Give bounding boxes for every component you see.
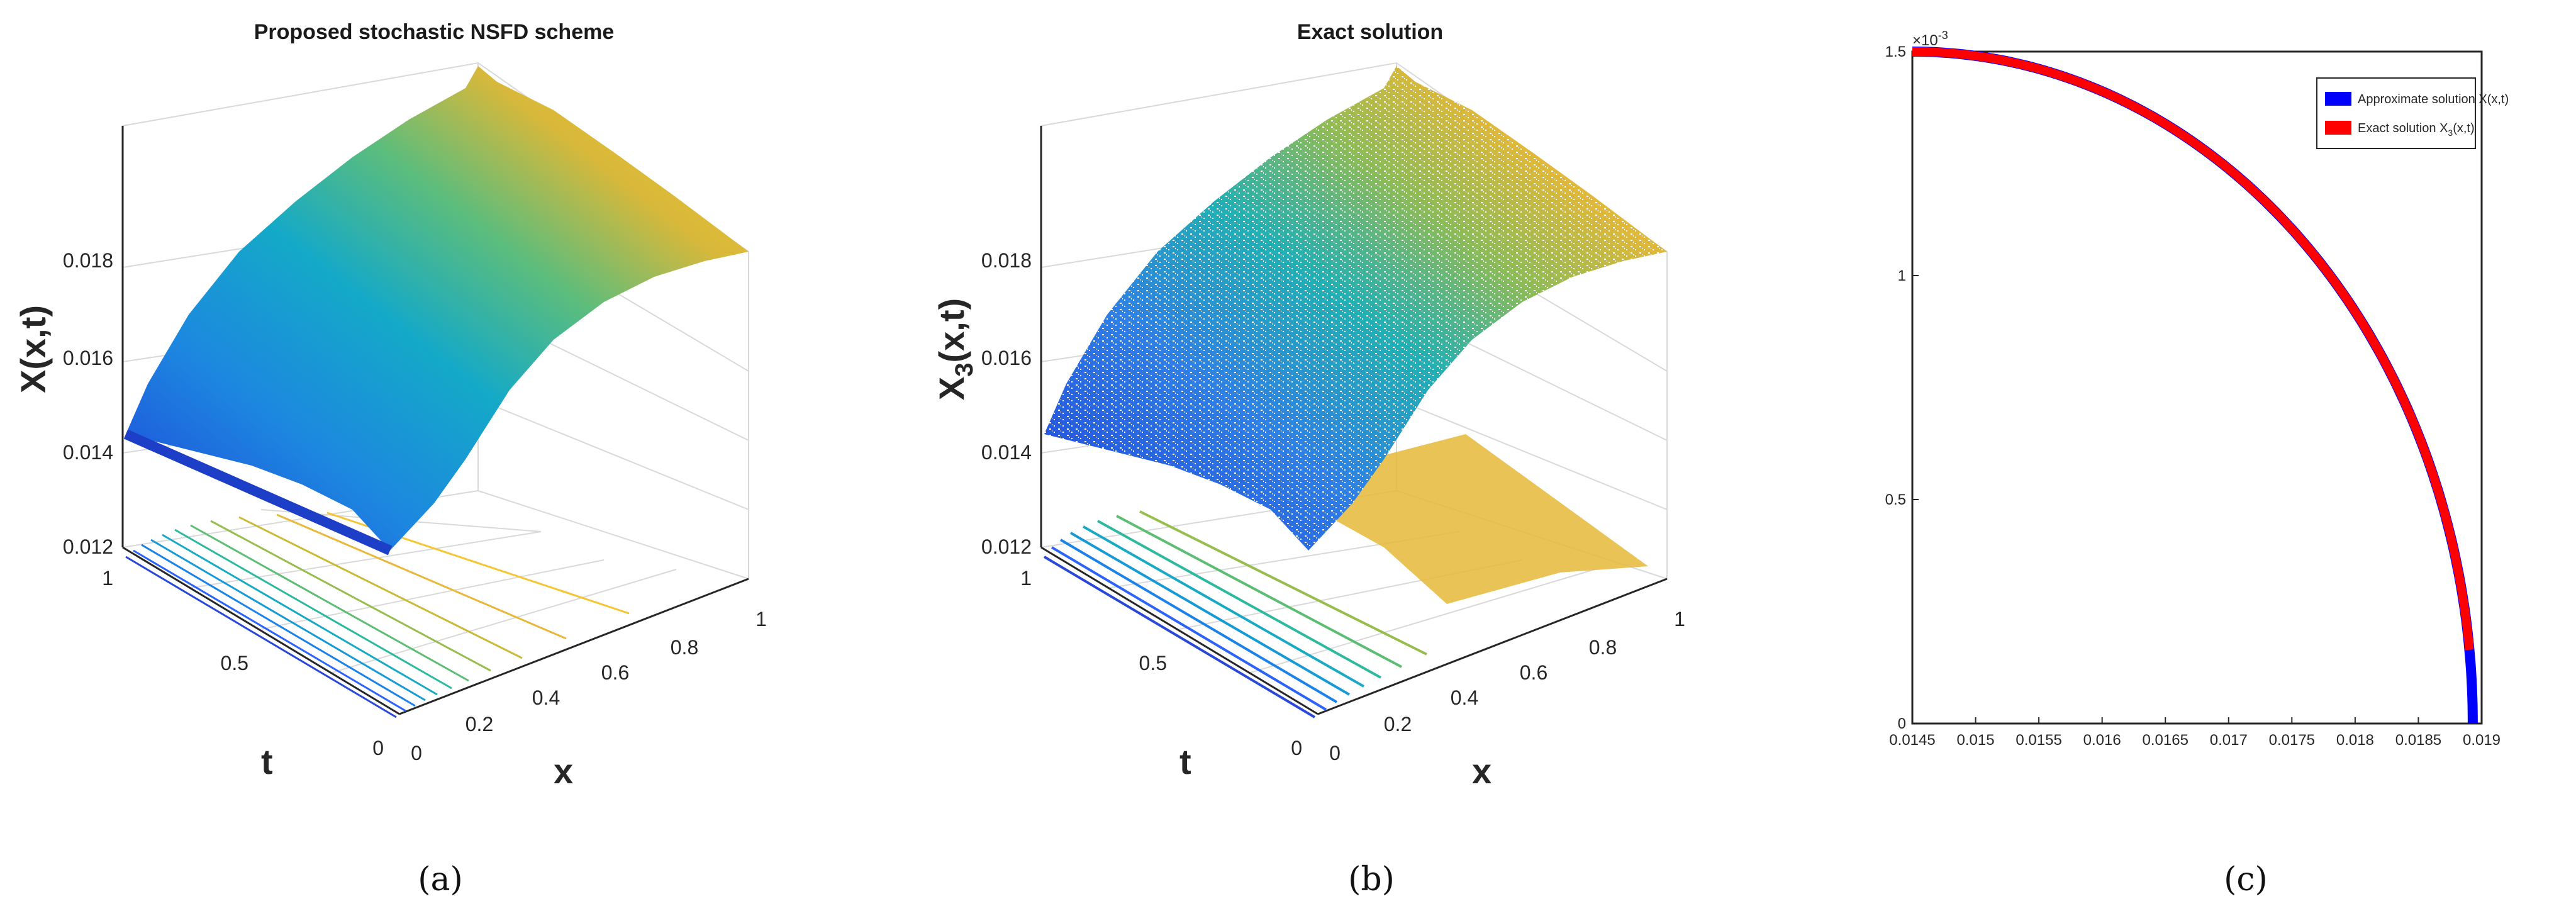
panel-b-surface-plot: Exact solution <box>932 20 1685 791</box>
x-tick-label: 0.019 <box>2463 732 2501 749</box>
x-tick: 0.2 <box>466 713 493 735</box>
t-tick: 0 <box>372 737 384 759</box>
zlabel-tail: (x,t) <box>932 298 971 363</box>
panel-a-surface-edge <box>123 429 393 556</box>
z-tick: 0.018 <box>981 249 1032 272</box>
x-tick: 0.4 <box>532 686 560 709</box>
x-tick: 1 <box>756 608 767 630</box>
x-tick: 0 <box>411 742 422 764</box>
x-tick-label: 0.0165 <box>2143 732 2188 749</box>
panel-b-x-ticks: 0 0.2 0.4 0.6 0.8 1 <box>1329 608 1685 764</box>
panel-a-x-ticks: 0 0.2 0.4 0.6 0.8 1 <box>411 608 767 764</box>
t-tick: 1 <box>1020 567 1032 590</box>
z-tick: 0.014 <box>63 441 113 464</box>
caption-a: (a) <box>418 861 463 898</box>
panel-b-xlabel: x <box>1472 751 1492 791</box>
panel-a-axis-lines <box>121 126 749 715</box>
legend-label-exact: Exact solution X3(x,t) <box>2358 121 2475 138</box>
legend-exact-sub: 3 <box>2448 128 2453 138</box>
z-tick: 0.018 <box>63 249 113 272</box>
x-tick-label: 0.016 <box>2083 732 2121 749</box>
x-tick: 0.8 <box>671 636 698 659</box>
x-tick-label: 0.0175 <box>2269 732 2315 749</box>
x-tick-label: 0.018 <box>2336 732 2374 749</box>
legend-swatch-exact <box>2325 121 2351 135</box>
legend-label-approx: Approximate solution X(x,t) <box>2358 92 2509 106</box>
x-tick: 0.6 <box>601 661 629 684</box>
panel-b-axis-lines <box>1040 126 1668 715</box>
y-tick-label: 0 <box>1898 715 1906 732</box>
panel-b-t-ticks: 1 0.5 0 <box>1020 567 1302 759</box>
y-tick-label: 0.5 <box>1885 491 1906 508</box>
panel-c-ticks: 0.0145 0.015 0.0155 0.016 0.0165 0.017 0.0175 0… <box>1885 43 2501 749</box>
panel-a-surface-plot: Proposed stochastic NSFD scheme <box>13 20 767 791</box>
z-tick: 0.016 <box>63 347 113 369</box>
panel-a-zlabel: X(x,t) <box>13 305 53 393</box>
z-tick: 0.014 <box>981 441 1032 464</box>
x-tick-label: 0.0155 <box>2016 732 2061 749</box>
panel-c-series <box>1912 47 2478 724</box>
x-tick: 0 <box>1329 742 1341 764</box>
panel-a-tlabel: t <box>261 742 273 781</box>
legend-box <box>2316 77 2476 149</box>
panel-b-z-ticks: 0.012 0.014 0.016 0.018 <box>981 249 1032 558</box>
t-tick: 0.5 <box>1139 652 1167 674</box>
panel-a-surface <box>126 66 749 551</box>
panel-b-tlabel: t <box>1179 742 1191 781</box>
z-tick: 0.012 <box>63 535 113 558</box>
zlabel-sub: 3 <box>951 363 978 377</box>
panel-a-xlabel: x <box>554 751 573 791</box>
z-tick: 0.012 <box>981 535 1032 558</box>
x-tick-label: 0.015 <box>1957 732 1995 749</box>
panel-a-t-ticks: 1 0.5 0 <box>102 567 384 759</box>
t-tick: 0 <box>1291 737 1302 759</box>
zlabel-main: X <box>932 377 971 400</box>
panel-a-z-ticks: 0.012 0.014 0.016 0.018 <box>63 249 113 558</box>
legend-exact-main: Exact solution X <box>2358 121 2448 135</box>
panel-b-zlabel: X3(x,t) <box>932 298 978 400</box>
caption-b: (b) <box>1348 861 1395 898</box>
legend-swatch-approx <box>2325 92 2351 106</box>
legend-exact-tail: (x,t) <box>2453 121 2474 135</box>
x-tick: 0.4 <box>1451 686 1478 709</box>
panel-c-line-plot: 0.0145 0.015 0.0155 0.016 0.0165 0.017 0.0175 0… <box>1885 29 2509 749</box>
y-tick-label: 1 <box>1898 267 1906 284</box>
x-tick: 1 <box>1674 608 1685 630</box>
panel-b-contours <box>1043 510 1427 718</box>
panel-b-surface-noise <box>1044 66 1667 551</box>
x-tick: 0.6 <box>1520 661 1547 684</box>
x-tick-label: 0.0145 <box>1889 732 1935 749</box>
captions: (a) (b) (c) <box>418 861 2268 898</box>
series-exact-line <box>1912 47 2474 651</box>
panel-b-title: Exact solution <box>1297 20 1443 44</box>
caption-c: (c) <box>2224 861 2268 898</box>
panel-c-plot-box <box>1911 50 2483 725</box>
t-tick: 0.5 <box>221 652 248 674</box>
panel-a-title: Proposed stochastic NSFD scheme <box>254 20 615 44</box>
x-tick-label: 0.0185 <box>2395 732 2441 749</box>
panel-a-contours <box>125 511 630 718</box>
exponent-power: -3 <box>1938 29 1948 42</box>
x-tick-label: 0.017 <box>2210 732 2248 749</box>
exponent-base: ×10 <box>1912 32 1938 49</box>
panel-c-legend: Approximate solution X(x,t) Exact soluti… <box>2316 77 2509 149</box>
z-tick: 0.016 <box>981 347 1032 369</box>
x-tick: 0.8 <box>1589 636 1617 659</box>
t-tick: 1 <box>102 567 113 590</box>
x-tick: 0.2 <box>1384 713 1412 735</box>
y-tick-label: 1.5 <box>1885 43 1906 60</box>
y-exponent-label: ×10-3 <box>1912 29 1948 49</box>
